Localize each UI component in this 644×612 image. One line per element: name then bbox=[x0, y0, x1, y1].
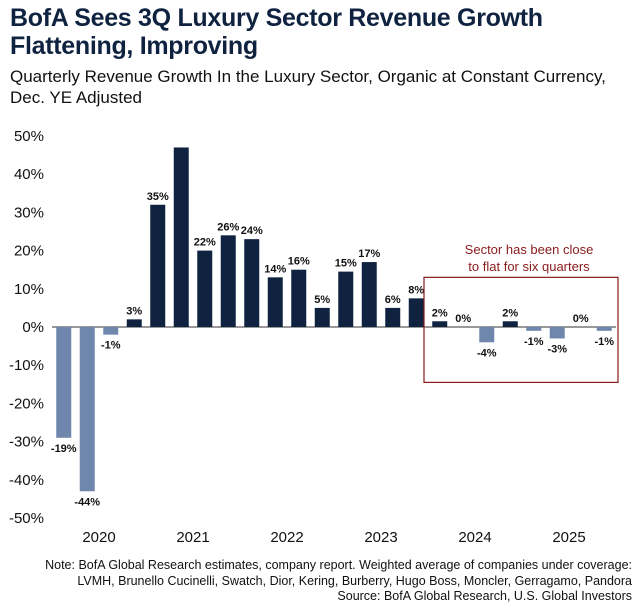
y-tick-label: -50% bbox=[9, 510, 44, 527]
bar bbox=[408, 298, 424, 327]
y-tick-label: -40% bbox=[9, 472, 44, 489]
bar bbox=[56, 327, 72, 438]
bar bbox=[103, 327, 119, 335]
y-tick-label: 30% bbox=[14, 204, 44, 221]
data-label: 0% bbox=[573, 313, 589, 325]
annotation-text-line-1: Sector has been close bbox=[465, 242, 594, 257]
data-label: -19% bbox=[51, 443, 77, 455]
data-label: -3% bbox=[547, 343, 567, 355]
bar bbox=[596, 327, 612, 331]
data-label: -1% bbox=[594, 336, 614, 348]
bar bbox=[479, 327, 495, 343]
bar bbox=[79, 327, 95, 492]
y-tick-label: -20% bbox=[9, 395, 44, 412]
bar bbox=[385, 307, 401, 327]
bar bbox=[361, 262, 377, 327]
data-label: 2% bbox=[502, 307, 518, 319]
note-line-1: Note: BofA Global Research estimates, co… bbox=[45, 558, 632, 572]
bar bbox=[244, 239, 260, 327]
bar bbox=[126, 319, 142, 327]
bar bbox=[526, 327, 542, 331]
annotation-box bbox=[423, 276, 619, 383]
data-label: 3% bbox=[126, 305, 142, 317]
bar bbox=[267, 277, 283, 327]
data-label: 17% bbox=[358, 248, 380, 260]
x-year-label: 2025 bbox=[552, 529, 585, 546]
data-label: 22% bbox=[194, 237, 216, 249]
chart-title: BofA Sees 3Q Luxury Sector Revenue Growt… bbox=[10, 4, 543, 60]
y-tick-label: -30% bbox=[9, 434, 44, 451]
bar bbox=[502, 321, 518, 327]
x-year-label: 2020 bbox=[82, 529, 115, 546]
data-label: -1% bbox=[101, 340, 121, 352]
data-label: 16% bbox=[288, 256, 310, 268]
data-label: 2% bbox=[432, 307, 448, 319]
data-label: 6% bbox=[385, 294, 401, 306]
chart-note: Note: BofA Global Research estimates, co… bbox=[2, 558, 632, 605]
data-label: -1% bbox=[524, 336, 544, 348]
data-label: 15% bbox=[335, 258, 357, 270]
data-label: 5% bbox=[314, 294, 330, 306]
bar bbox=[173, 147, 189, 327]
data-label: -4% bbox=[477, 347, 497, 359]
data-label: 24% bbox=[241, 225, 263, 237]
data-label: 35% bbox=[147, 191, 169, 203]
data-label: 0% bbox=[455, 313, 471, 325]
x-year-label: 2024 bbox=[458, 529, 491, 546]
y-tick-label: -10% bbox=[9, 357, 44, 374]
y-tick-label: 40% bbox=[14, 166, 44, 183]
bar bbox=[432, 321, 448, 327]
data-label: -44% bbox=[74, 496, 100, 508]
source-line: Source: BofA Global Research, U.S. Globa… bbox=[337, 589, 632, 603]
note-line-2: LVMH, Brunello Cucinelli, Swatch, Dior, … bbox=[77, 573, 632, 588]
data-label: 14% bbox=[264, 263, 286, 275]
x-year-label: 2021 bbox=[176, 529, 209, 546]
x-year-label: 2023 bbox=[364, 529, 397, 546]
bar bbox=[150, 204, 166, 327]
annotation-text-line-2: to flat for six quarters bbox=[468, 259, 590, 274]
y-tick-label: 0% bbox=[22, 319, 44, 336]
y-tick-label: 10% bbox=[14, 281, 44, 298]
bar bbox=[314, 307, 330, 327]
y-tick-label: 20% bbox=[14, 243, 44, 260]
chart-subtitle: Quarterly Revenue Growth In the Luxury S… bbox=[10, 67, 606, 107]
bar-chart: -50% -40% -30% -20% -10% 0% 10% 20% 30% 40% 50% 202… bbox=[9, 128, 619, 546]
data-label: 8% bbox=[408, 284, 424, 296]
bar bbox=[549, 327, 565, 339]
data-label: 26% bbox=[217, 221, 239, 233]
bar bbox=[291, 269, 307, 327]
bar bbox=[197, 250, 213, 327]
x-year-label: 2022 bbox=[270, 529, 303, 546]
bar bbox=[338, 271, 354, 327]
y-tick-label: 50% bbox=[14, 128, 44, 145]
bar bbox=[220, 235, 236, 327]
